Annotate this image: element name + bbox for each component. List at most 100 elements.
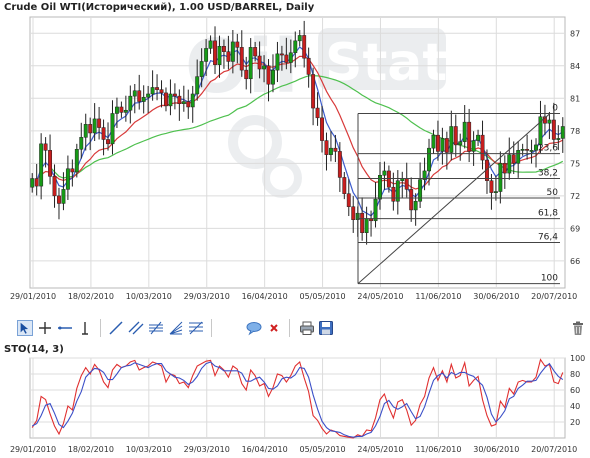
print-button[interactable] — [299, 320, 315, 336]
fib-level-label: 61,8 — [538, 209, 558, 219]
candle — [311, 74, 316, 109]
candle — [360, 212, 365, 233]
fib-level-label: 0 — [552, 103, 558, 113]
candle — [199, 61, 204, 77]
fib-trend-line — [357, 113, 551, 285]
candle — [164, 92, 168, 107]
stochastic-tick-label: 60 — [570, 386, 580, 395]
stochastic-tick-label: 100 — [570, 354, 585, 363]
candle — [337, 151, 342, 178]
candle — [110, 113, 115, 145]
candle — [386, 170, 391, 188]
date-tick-label: 30/06/2010 — [473, 292, 519, 300]
candle — [395, 180, 400, 202]
delete-object-button[interactable] — [266, 320, 282, 336]
candle — [315, 107, 320, 119]
candle — [39, 143, 44, 187]
candle — [65, 168, 70, 190]
trash-button[interactable] — [570, 320, 586, 336]
candle — [253, 47, 258, 57]
price-axis: 66 69 72 75 78 81 84 87 — [570, 29, 580, 266]
stochastic-date-label: 30/06/2010 — [473, 445, 519, 454]
stochastic-date-label: 29/03/2010 — [184, 445, 230, 454]
fibonacci-retracement[interactable]: 0 23,6 38,2 50 61,8 76,4 100 — [357, 103, 560, 285]
candle — [150, 87, 155, 95]
parallel-lines-tool-button[interactable] — [148, 320, 164, 336]
candle — [391, 186, 396, 202]
candle — [244, 69, 249, 80]
stochastic-date-label: 18/02/2010 — [68, 445, 114, 454]
price-tick-label: 69 — [570, 224, 580, 233]
vertical-line-tool-button[interactable] — [77, 320, 93, 336]
price-chart[interactable]: Oil Stat 0 23,6 38,2 50 61,8 76,4 100 66 69 72 75… — [0, 0, 590, 300]
candle — [52, 176, 57, 197]
candle — [288, 52, 293, 63]
candle — [83, 124, 88, 138]
candle — [57, 195, 61, 204]
price-tick-label: 84 — [570, 62, 580, 71]
fib-retracement-tool-button[interactable] — [188, 320, 204, 336]
candle — [74, 148, 79, 173]
candle — [489, 180, 494, 193]
date-tick-label: 05/05/2010 — [300, 292, 346, 300]
candle — [493, 191, 498, 193]
candle — [404, 178, 409, 190]
candle — [172, 93, 177, 97]
candle — [279, 53, 284, 56]
fast-moving-average-line — [36, 46, 564, 217]
candle — [534, 144, 538, 151]
candle — [235, 41, 240, 48]
candle — [271, 69, 275, 85]
crosshair-icon — [39, 322, 51, 334]
save-button[interactable] — [318, 320, 334, 336]
trend-line-tool-button[interactable] — [108, 320, 124, 336]
candle — [204, 48, 209, 62]
candle — [248, 47, 253, 80]
candle — [511, 154, 516, 164]
fib-fan-tool-button[interactable] — [168, 320, 184, 336]
stochastic-title: STO(14, 3) — [4, 344, 64, 355]
candle — [328, 147, 333, 155]
stochastic-date-label: 20/07/2010 — [531, 445, 577, 454]
chart-title: Crude Oil WTI(Исторический), 1.00 USD/BA… — [4, 2, 315, 13]
candle — [119, 106, 124, 113]
candle — [449, 126, 454, 153]
stochastic-chart[interactable]: 20 40 60 80 100 29/01/2010 18/02/2010 10/03/20… — [0, 350, 590, 458]
stochastic-d-line — [31, 361, 564, 438]
stochastic-date-label: 10/03/2010 — [126, 445, 172, 454]
candle — [306, 57, 311, 75]
candle — [502, 163, 507, 174]
date-tick-label: 20/07/2010 — [531, 292, 577, 300]
crosshair-tool-button[interactable] — [37, 320, 53, 336]
candle — [92, 118, 97, 134]
horizontal-line-tool-button[interactable] — [57, 320, 73, 336]
candle — [418, 179, 423, 202]
horizontal-line-icon — [58, 326, 72, 330]
candle — [239, 47, 244, 71]
stochastic-date-label: 16/04/2010 — [242, 445, 288, 454]
channel-tool-button[interactable] — [128, 320, 144, 336]
candle — [467, 121, 472, 152]
price-tick-label: 81 — [570, 94, 580, 103]
cursor-icon — [20, 322, 29, 334]
candle — [297, 35, 302, 42]
candle — [538, 116, 543, 146]
cursor-tool-button[interactable] — [17, 320, 33, 336]
candle — [262, 65, 267, 70]
price-tick-label: 87 — [570, 29, 580, 38]
date-tick-label: 10/03/2010 — [126, 292, 172, 300]
drawing-toolbar — [12, 318, 590, 338]
candle — [422, 170, 427, 180]
candlesticks — [30, 20, 565, 245]
candle — [30, 178, 35, 188]
candle — [123, 109, 128, 113]
candle — [217, 46, 222, 65]
candle — [480, 134, 485, 161]
trash-icon — [573, 321, 583, 335]
fib-level-label: 23,6 — [538, 144, 558, 154]
candle — [155, 87, 160, 90]
stochastic-date-label: 24/05/2010 — [357, 445, 403, 454]
candle — [88, 124, 93, 134]
comment-tool-button[interactable] — [246, 320, 262, 336]
candle — [159, 89, 164, 94]
